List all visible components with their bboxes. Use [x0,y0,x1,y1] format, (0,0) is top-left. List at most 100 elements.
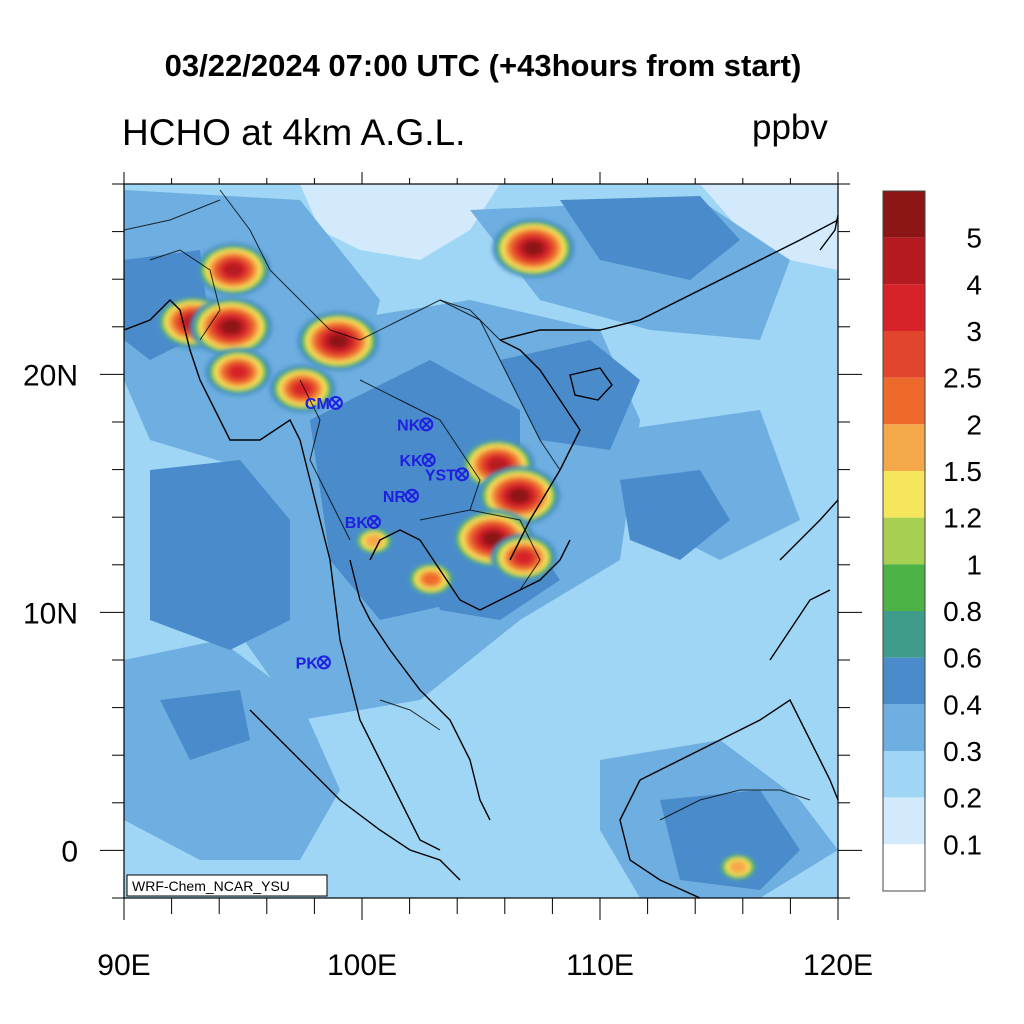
x-tick-label: 100E [327,949,397,982]
station-label: KK [400,453,424,470]
station-label: YST [425,467,456,484]
hotspot-contour [729,860,748,874]
y-tick-label: 20N [23,359,78,392]
colorbar: 0.1 0.2 0.3 0.4 0.6 0.8 1 1.2 1.5 2 2.5 3 4 5 [882,190,982,892]
border-laos-vietnam [439,299,561,471]
axis-ticks: 90E 100E 110E 120E 20N 10N 0 [23,172,873,982]
hotspot-contour [483,532,502,546]
colorbar-tick-label: 0.2 [943,783,982,814]
coast-vietnam [499,339,581,561]
colorbar-tick-label: 1.5 [943,456,982,487]
border-myanmar-thailand [299,379,351,541]
station-marker: BK [345,514,381,532]
colorbar-tick-label: 4 [966,269,982,300]
station-circle-icon [366,514,381,529]
colorbar-swatch [883,331,925,378]
hotspot-contour [488,458,507,472]
coastlines [124,214,838,898]
station-circle-icon [328,395,343,410]
colorbar-swatch [883,657,925,705]
colorbar-swatch [883,424,925,471]
station-label: BK [345,515,369,532]
colorbar-swatch [883,517,925,565]
y-tick-label: 10N [23,597,78,630]
coast-taiwan [819,214,838,251]
colorbar-swatch [883,704,925,751]
station-cross-icon [330,398,341,408]
zone-dark-gulf-of-tonkin [500,340,640,450]
hotspot-contour [524,241,543,255]
border-china-myanmar [219,189,361,341]
colorbar-tick-label: 0.3 [943,736,982,767]
coast-south-china [499,219,838,341]
hotspot-contour [224,263,243,277]
model-tag-box [126,874,328,897]
units-label: ppbv [752,108,828,147]
coast-sumatra [249,709,461,881]
coast-borneo [619,698,838,898]
hotspot [297,311,380,371]
station-label: CM [305,396,330,413]
colorbar-tick-label: 2 [966,409,982,440]
colorbar-swatch [883,191,925,238]
zone-dark-borneo [660,790,800,890]
colorbar-swatch [883,844,925,891]
station-cross-icon [423,455,434,465]
station-cross-icon [457,469,467,480]
colorbar-tick-label: 0.8 [943,596,982,627]
station-label: NR [383,489,407,506]
zone-dark-yunnan [560,196,740,280]
station-circle-icon [316,655,331,670]
colorbar-tick-label: 1.2 [943,503,982,534]
border-laos-thailand [359,379,481,511]
colorbar-swatch [883,284,925,331]
colorbar-tick-label: 0.4 [943,689,982,720]
colorbar-swatch [883,797,925,845]
station-cross-icon [407,490,417,501]
station-marker: NK [397,417,434,434]
hotspot [269,364,336,413]
map-frame [123,183,839,899]
colorbar-swatch [883,564,925,611]
x-tick-label: 110E [566,949,634,982]
hotspot-contour [293,382,312,396]
station-marker: CM [305,395,343,413]
station-cross-icon [319,657,329,668]
station-marker: YST [425,467,469,484]
model-tag-text: WRF-Chem_NCAR_YSU [132,878,290,894]
hotspot [478,466,561,526]
coast-gulf-of-thailand [369,529,571,611]
colorbar-swatch [883,611,925,658]
hotspot [196,243,271,297]
hotspot-contour [222,320,241,334]
hotspot [490,533,557,582]
colorbar-tick-label: 2.5 [943,363,982,394]
coast-hainan [569,367,613,401]
station-label: NK [397,417,421,434]
zone-dark-bay-of-bengal [150,460,290,650]
border-india-north [124,199,221,231]
station-cross-icon [421,419,432,430]
station-circle-icon [421,453,436,468]
country-borders [124,189,811,821]
colorbar-swatch [883,237,925,285]
y-tick-label: 0 [61,835,78,868]
zone-dark-malaya [160,690,250,760]
station-circle-icon [419,417,434,432]
colorbar-swatch [883,751,925,798]
hotspot [406,561,457,598]
border-malaysia-thailand [379,699,441,731]
coast-philippines [769,499,838,661]
station-marker: KK [400,453,436,470]
station-marker: PK [296,655,331,672]
hotspot [190,297,273,357]
light-zone-north [300,184,500,260]
colorbar-tick-label: 0.1 [943,829,982,860]
coast-peninsula-west [349,559,491,821]
hotspot-contour [229,365,248,379]
colorbar-swatch [883,377,925,425]
hotspot-contour [514,551,533,565]
